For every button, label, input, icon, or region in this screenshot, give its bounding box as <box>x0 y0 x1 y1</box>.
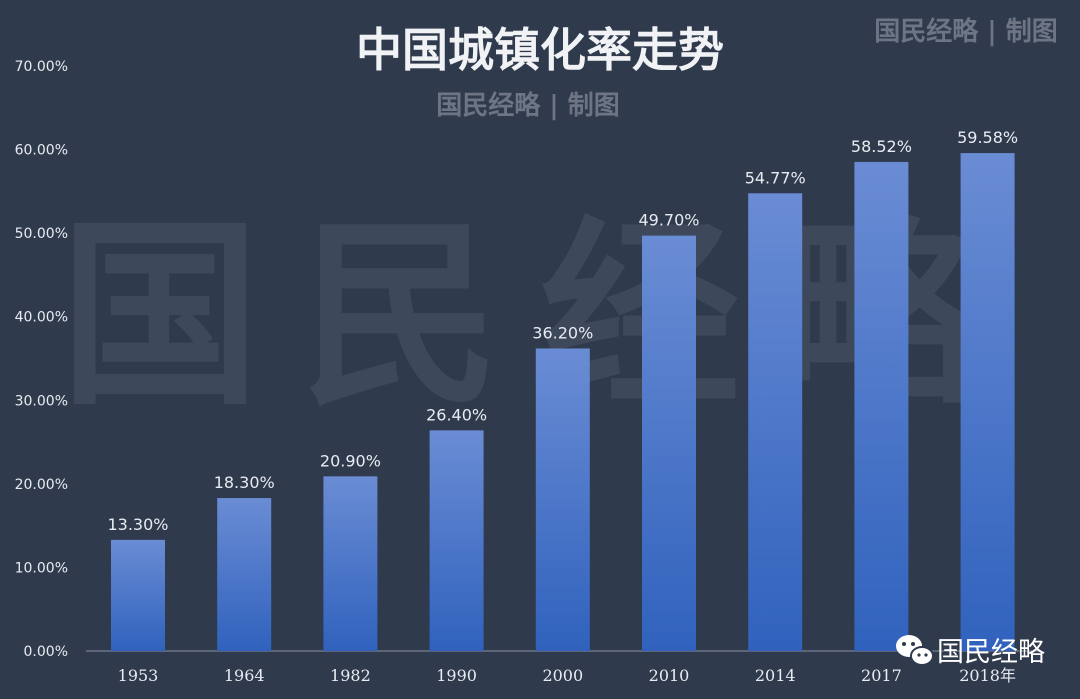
bar <box>854 161 909 651</box>
wechat-icon <box>896 635 934 666</box>
bar <box>429 430 484 651</box>
data-label: 36.20% <box>532 323 593 342</box>
data-label: 59.58% <box>957 128 1018 147</box>
bar <box>217 498 272 651</box>
x-axis-ticks: 1953 1964 1982 1990 2000 2010 2014 2017 2018年 <box>118 666 1016 685</box>
y-tick-label: 30.00% <box>15 393 68 409</box>
y-axis-ticks: 0.00% 10.00% 20.00% 30.00% 40.00% 50.00% 60.00… <box>15 59 68 660</box>
bars <box>111 153 1015 651</box>
y-tick-label: 10.00% <box>15 560 68 576</box>
bar <box>323 476 378 651</box>
y-tick-label: 50.00% <box>15 226 68 242</box>
x-tick-label: 2000 <box>542 666 583 685</box>
x-tick-label: 2010 <box>649 666 690 685</box>
footer-brand: 国民经略 <box>937 637 1045 668</box>
x-tick-label: 1990 <box>436 666 477 685</box>
y-tick-label: 60.00% <box>15 143 68 159</box>
x-tick-label: 2014 <box>755 666 796 685</box>
x-tick-label: 1964 <box>224 666 265 685</box>
y-tick-label: 20.00% <box>15 477 68 493</box>
y-tick-label: 0.00% <box>24 644 68 660</box>
x-tick-label: 1982 <box>330 666 371 685</box>
data-label: 26.40% <box>426 405 487 424</box>
x-tick-label: 1953 <box>118 666 159 685</box>
bar <box>111 539 165 651</box>
data-label: 13.30% <box>107 515 168 534</box>
y-tick-label: 70.00% <box>15 59 68 75</box>
bar <box>642 235 696 651</box>
bar <box>748 193 803 651</box>
y-tick-label: 40.00% <box>15 310 68 326</box>
x-tick-label: 2018年 <box>959 666 1016 685</box>
corner-credit: 国民经略 | 制图 <box>874 16 1058 47</box>
x-tick-label: 2017 <box>861 666 902 685</box>
bar <box>960 153 1015 651</box>
data-label: 18.30% <box>214 473 275 492</box>
data-label: 54.77% <box>745 168 806 187</box>
data-label: 49.70% <box>638 211 699 230</box>
watermark-text: 国民经略 <box>60 198 1020 433</box>
data-label: 58.52% <box>851 137 912 156</box>
value-labels: 13.30% 18.30% 20.90% 26.40% 36.20% 49.70% 54.7… <box>107 128 1018 534</box>
chart-title: 中国城镇化率走势 <box>356 23 724 77</box>
chart-subtitle: 国民经略 | 制图 <box>436 90 620 121</box>
bar <box>535 348 590 651</box>
data-label: 20.90% <box>320 451 381 470</box>
